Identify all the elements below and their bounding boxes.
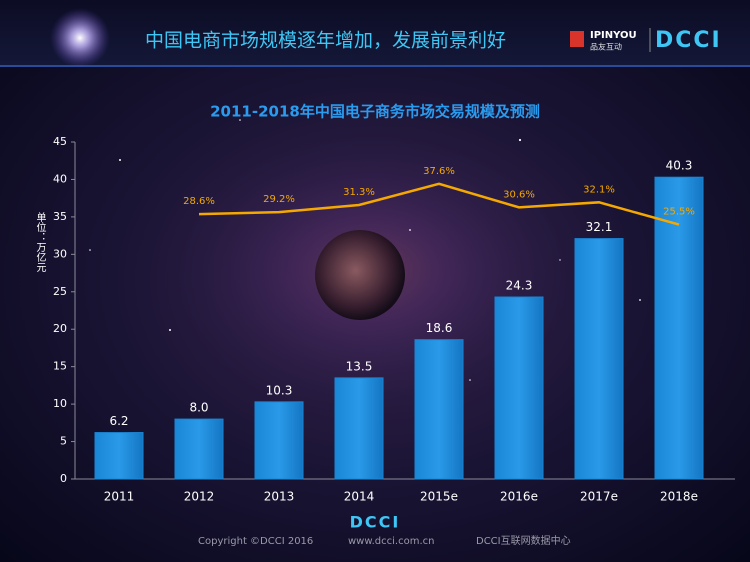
bar-value-label: 32.1: [586, 220, 613, 234]
growth-label: 32.1%: [583, 184, 615, 195]
y-tick-label: 25: [53, 285, 67, 298]
bar: [414, 339, 464, 480]
header-band: [0, 0, 750, 66]
planet: [315, 230, 405, 320]
bar: [174, 418, 224, 480]
growth-label: 31.3%: [343, 187, 375, 198]
bar: [654, 176, 704, 480]
x-tick-label: 2012: [184, 490, 215, 504]
bar-value-label: 40.3: [666, 159, 693, 173]
bar: [574, 238, 624, 480]
growth-label: 30.6%: [503, 189, 535, 200]
y-tick-label: 35: [53, 210, 67, 223]
footer-url: www.dcci.com.cn: [348, 536, 434, 547]
y-tick-label: 45: [53, 135, 67, 148]
y-tick-label: 0: [60, 472, 67, 485]
header-title: 中国电商市场规模逐年增加，发展前景利好: [145, 30, 506, 52]
y-tick-label: 40: [53, 172, 67, 185]
growth-label: 29.2%: [263, 194, 295, 205]
x-tick-label: 2011: [104, 490, 135, 504]
chart-title: 2011-2018年中国电子商务市场交易规模及预测: [210, 103, 540, 121]
y-tick-label: 5: [60, 435, 67, 448]
x-tick-label: 2017e: [580, 490, 618, 504]
bar-value-label: 18.6: [426, 321, 453, 335]
footer-logo: DCCI: [350, 513, 401, 532]
y-tick-label: 20: [53, 322, 67, 335]
y-tick-label: 10: [53, 397, 67, 410]
x-tick-label: 2015e: [420, 490, 458, 504]
bar-value-label: 24.3: [506, 279, 533, 293]
growth-label: 25.5%: [663, 207, 695, 218]
bar-value-label: 10.3: [266, 383, 293, 397]
growth-label: 28.6%: [183, 196, 215, 207]
footer-org: DCCI互联网数据中心: [476, 534, 571, 547]
bar: [334, 377, 384, 480]
x-tick-label: 2014: [344, 490, 375, 504]
logo-icon: [570, 31, 584, 47]
logo-partner: DCCI: [655, 28, 722, 53]
header-glow: [50, 8, 110, 68]
bar: [94, 432, 144, 480]
bar-value-label: 6.2: [109, 414, 128, 428]
bar: [494, 296, 544, 480]
x-tick-label: 2013: [264, 490, 295, 504]
logo-brand-cn: 品友互动: [590, 42, 622, 52]
y-tick-label: 15: [53, 360, 67, 373]
x-tick-label: 2016e: [500, 490, 538, 504]
footer-copyright: Copyright ©DCCI 2016: [198, 536, 313, 547]
y-tick-label: 30: [53, 247, 67, 260]
bar: [254, 401, 304, 480]
bar-value-label: 13.5: [346, 359, 373, 373]
bar-value-label: 8.0: [189, 401, 208, 415]
x-tick-label: 2018e: [660, 490, 698, 504]
logo-brand: IPINYOU: [590, 30, 637, 41]
y-axis-label: 单位：万亿元: [34, 212, 46, 272]
growth-line: [198, 182, 680, 226]
growth-label: 37.6%: [423, 166, 455, 177]
